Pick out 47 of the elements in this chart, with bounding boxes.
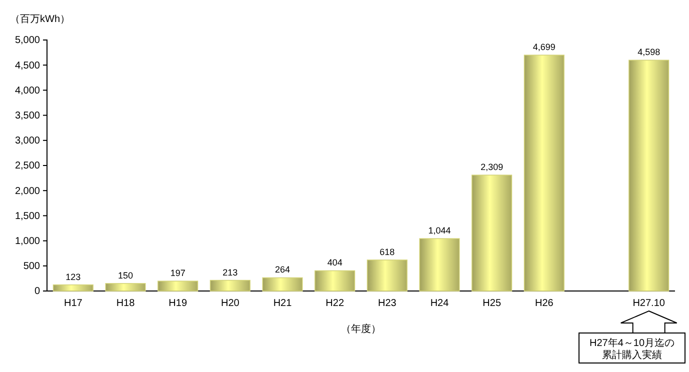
bar	[262, 277, 303, 292]
y-tick-label: 5,000	[14, 35, 40, 46]
y-tick-label: 3,000	[14, 136, 40, 147]
bar	[628, 60, 670, 292]
data-label: 213	[222, 267, 238, 278]
data-label: 1,044	[428, 226, 451, 236]
x-tick-label: H26	[534, 298, 554, 310]
x-axis-title: （年度）	[341, 323, 381, 335]
data-label: 264	[274, 264, 290, 275]
y-tick-label: 3,500	[14, 110, 40, 122]
data-label: 4,598	[638, 47, 660, 58]
x-tick-label: H17	[64, 298, 83, 310]
data-label: 197	[170, 268, 186, 278]
x-tick-label: H18	[116, 298, 136, 310]
x-tick-label: H19	[168, 298, 188, 310]
bar	[472, 174, 512, 292]
x-tick-label: H23	[378, 298, 397, 310]
y-tick-label: 4,500	[14, 60, 40, 72]
y-tick-label: 1,000	[14, 236, 40, 247]
bar	[419, 238, 460, 292]
text: H27年4～10月迄の累計購入実績	[589, 337, 675, 361]
data-label: 404	[327, 258, 342, 268]
bar	[158, 280, 198, 292]
x-tick-label: H27.10	[632, 298, 666, 310]
bar	[210, 280, 250, 292]
y-tick-label: 4,000	[14, 85, 40, 96]
x-tick-label: H20	[220, 298, 240, 310]
data-label: 4,699	[532, 42, 556, 52]
bar	[52, 284, 94, 292]
data-label: 150	[118, 270, 134, 280]
y-tick-label: 2,000	[14, 186, 40, 197]
y-axis-title: （百万kWh）	[10, 14, 70, 25]
y-tick-label: 1,500	[14, 210, 40, 222]
x-tick-label: H22	[326, 298, 344, 310]
y-tick-label: 500	[23, 261, 40, 272]
data-label: 123	[66, 272, 81, 282]
bar	[524, 54, 564, 292]
y-tick-label: 0	[34, 286, 40, 298]
bar	[366, 260, 408, 292]
x-tick-label: H21	[273, 298, 292, 310]
data-label: 2,309	[480, 162, 504, 172]
bar	[105, 283, 146, 292]
x-tick-label: H24	[430, 298, 450, 310]
x-tick-label: H25	[482, 298, 502, 310]
data-label: 618	[380, 246, 395, 257]
bar	[314, 270, 356, 292]
y-tick-label: 2,500	[14, 160, 40, 172]
